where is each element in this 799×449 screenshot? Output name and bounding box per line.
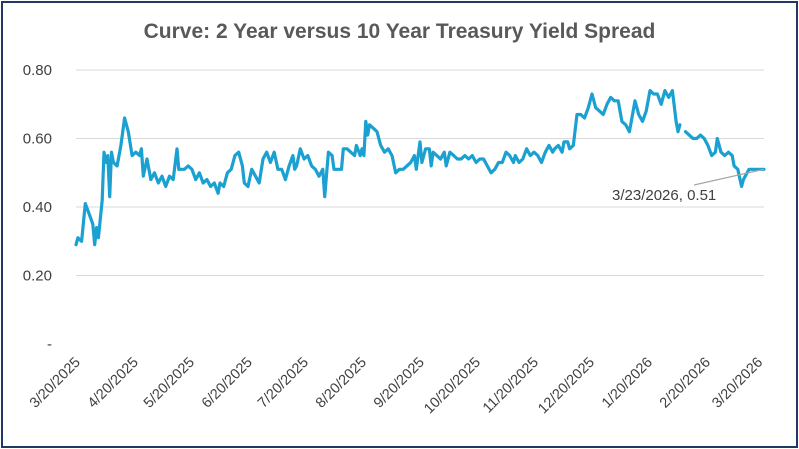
series-line [74,89,682,247]
x-tick-label: 3/20/2026 [709,355,766,412]
x-tick-label: 12/20/2025 [535,355,598,418]
x-tick-label: 11/20/2025 [480,355,542,417]
y-tick-label: 0.20 [23,268,52,285]
x-tick-label: 1/20/2026 [599,355,656,412]
annotation-group: 3/23/2026, 0.51 [612,168,765,204]
y-tick-label: 0.40 [23,199,52,216]
annotation-leader-line [693,168,765,186]
chart-title: Curve: 2 Year versus 10 Year Treasury Yi… [143,20,656,43]
series-line [683,130,766,189]
x-axis-tick-labels: 3/20/2025 4/20/2025 5/20/2025 6/20/2025 7/20… [27,355,766,418]
y-tick-label: - [47,336,52,353]
y-tick-label: 0.60 [23,131,52,148]
x-tick-label: 4/20/2025 [85,355,142,412]
x-tick-label: 9/20/2025 [371,355,428,412]
y-axis-tick-labels: - 0.20 0.40 0.60 0.80 [23,62,52,353]
x-tick-label: 8/20/2025 [313,355,370,412]
x-tick-label: 2/20/2026 [657,355,714,412]
annotation-label: 3/23/2026, 0.51 [612,187,716,204]
y-tick-label: 0.80 [23,62,52,79]
x-tick-label: 5/20/2025 [141,355,198,412]
series-group [74,89,766,247]
gridlines [76,69,764,276]
x-tick-label: 7/20/2025 [255,355,312,412]
x-tick-label: 10/20/2025 [421,355,484,418]
x-tick-label: 6/20/2025 [199,355,256,412]
x-tick-label: 3/20/2025 [27,355,84,412]
